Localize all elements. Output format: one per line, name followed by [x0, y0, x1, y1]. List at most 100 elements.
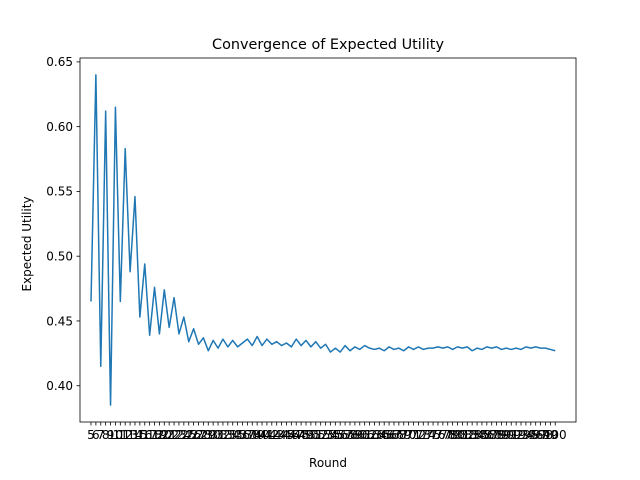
x-tick-label: 83: [465, 428, 480, 442]
x-tick-label: 60: [352, 428, 367, 442]
series-line: [90, 74, 556, 406]
series-layer: [90, 74, 556, 406]
x-tick-label: 86: [479, 428, 494, 442]
x-tick-label: 24: [176, 428, 191, 442]
x-tick-label: 35: [230, 428, 245, 442]
x-tick-label: 40: [254, 428, 269, 442]
x-tick-label: 81: [455, 428, 470, 442]
x-tick-label: 75: [425, 428, 440, 442]
x-tick-label: 7: [97, 428, 105, 442]
x-tick-label: 96: [528, 428, 543, 442]
x-tick-label: 62: [362, 428, 377, 442]
x-tick-label: 30: [206, 428, 221, 442]
x-tick-label: 52: [313, 428, 328, 442]
x-axis: 5678910111213141516171819202122232425262…: [87, 422, 567, 442]
x-tick-label: 16: [137, 428, 152, 442]
x-tick-label: 37: [240, 428, 255, 442]
x-tick-label: 69: [396, 428, 411, 442]
x-tick-label: 59: [347, 428, 362, 442]
x-tick-label: 80: [450, 428, 465, 442]
x-tick-label: 50: [303, 428, 318, 442]
y-tick-label: 0.40: [46, 379, 73, 393]
y-tick-label: 0.45: [46, 314, 73, 328]
x-tick-label: 49: [298, 428, 313, 442]
x-tick-label: 10: [108, 428, 123, 442]
x-tick-label: 45: [279, 428, 294, 442]
x-tick-label: 43: [269, 428, 284, 442]
x-tick-label: 89: [494, 428, 509, 442]
x-tick-label: 41: [259, 428, 274, 442]
x-tick-label: 78: [440, 428, 455, 442]
x-tick-label: 65: [377, 428, 392, 442]
x-tick-label: 54: [323, 428, 338, 442]
x-tick-label: 87: [484, 428, 499, 442]
x-tick-label: 47: [289, 428, 304, 442]
x-tick-label: 63: [367, 428, 382, 442]
x-tick-label: 92: [508, 428, 523, 442]
x-tick-label: 77: [435, 428, 450, 442]
x-tick-label: 76: [430, 428, 445, 442]
x-tick-label: 73: [416, 428, 431, 442]
x-tick-label: 71: [406, 428, 421, 442]
x-tick-label: 18: [147, 428, 162, 442]
x-tick-label: 48: [293, 428, 308, 442]
y-tick-label: 0.60: [46, 120, 73, 134]
x-tick-label: 19: [152, 428, 167, 442]
x-tick-label: 79: [445, 428, 460, 442]
x-tick-label: 85: [474, 428, 489, 442]
x-tick-label: 91: [504, 428, 519, 442]
x-tick-label: 99: [543, 428, 558, 442]
x-tick-label: 100: [544, 428, 567, 442]
plot-frame: [79, 57, 577, 423]
x-tick-label: 95: [523, 428, 538, 442]
x-tick-label: 8: [102, 428, 110, 442]
x-tick-label: 9: [107, 428, 115, 442]
x-tick-label: 57: [337, 428, 352, 442]
y-tick-label: 0.65: [46, 55, 73, 69]
x-tick-label: 38: [245, 428, 260, 442]
y-axis: 0.40 0.45 0.50 0.55 0.60 0.65: [46, 55, 80, 393]
x-tick-label: 25: [181, 428, 196, 442]
x-tick-label: 88: [489, 428, 504, 442]
x-tick-label: 33: [220, 428, 235, 442]
x-tick-label: 23: [171, 428, 186, 442]
x-tick-label: 17: [142, 428, 157, 442]
y-axis-label: Expected Utility: [20, 196, 34, 291]
y-tick-label: 0.50: [46, 249, 73, 263]
x-tick-label: 53: [318, 428, 333, 442]
x-tick-label: 58: [342, 428, 357, 442]
x-tick-label: 74: [421, 428, 436, 442]
x-tick-label: 39: [250, 428, 265, 442]
x-tick-label: 31: [210, 428, 225, 442]
x-tick-label: 22: [166, 428, 181, 442]
x-tick-label: 36: [235, 428, 250, 442]
x-tick-label: 70: [401, 428, 416, 442]
x-tick-label: 90: [499, 428, 514, 442]
x-tick-label: 82: [460, 428, 475, 442]
x-tick-label: 6: [92, 428, 100, 442]
x-tick-label: 94: [518, 428, 533, 442]
x-tick-label: 51: [308, 428, 323, 442]
x-tick-label: 67: [386, 428, 401, 442]
plot-area: [80, 58, 576, 422]
x-tick-label: 12: [118, 428, 133, 442]
x-tick-label: 32: [215, 428, 230, 442]
x-tick-label: 84: [469, 428, 484, 442]
x-tick-label: 42: [264, 428, 279, 442]
x-tick-label: 20: [157, 428, 172, 442]
x-tick-label: 97: [533, 428, 548, 442]
x-tick-label: 28: [196, 428, 211, 442]
x-tick-label: 21: [162, 428, 177, 442]
x-axis-label: Round: [309, 456, 347, 470]
x-tick-label: 44: [274, 428, 289, 442]
x-tick-label: 68: [391, 428, 406, 442]
y-tick-label: 0.55: [46, 185, 73, 199]
x-tick-label: 26: [186, 428, 201, 442]
x-tick-label: 15: [132, 428, 147, 442]
x-tick-label: 29: [201, 428, 216, 442]
x-tick-label: 98: [538, 428, 553, 442]
x-tick-label: 46: [284, 428, 299, 442]
x-tick-label: 5: [87, 428, 95, 442]
x-tick-label: 61: [357, 428, 372, 442]
